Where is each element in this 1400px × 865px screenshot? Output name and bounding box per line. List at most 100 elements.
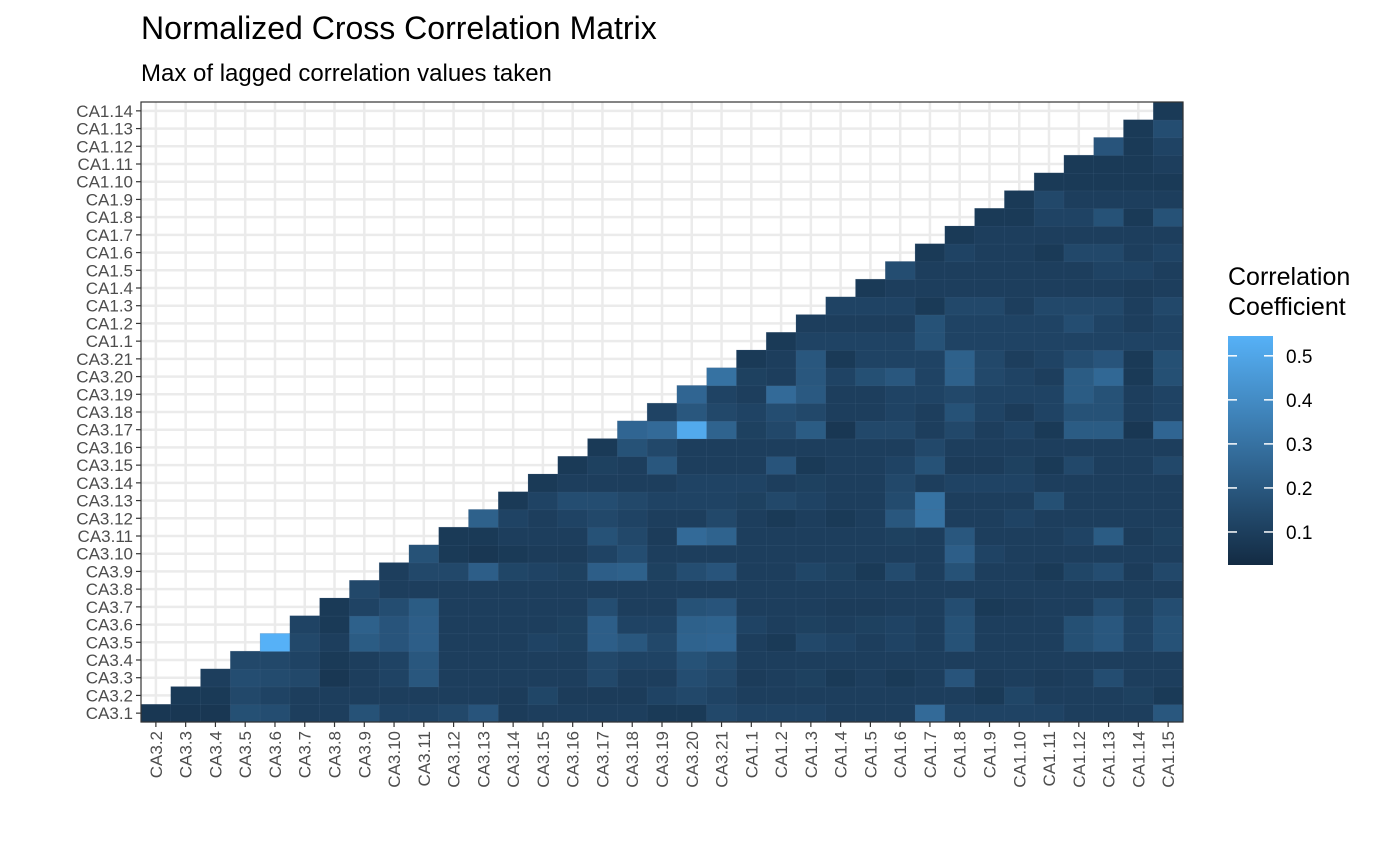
heatmap-cell: [1123, 172, 1154, 192]
heatmap-cell: [1152, 456, 1184, 475]
heatmap-cell: [706, 580, 738, 599]
heatmap-cell: [825, 580, 857, 599]
heatmap-cell: [825, 633, 857, 652]
heatmap-cell: [1033, 402, 1065, 422]
heatmap-cell: [676, 633, 708, 652]
heatmap-cell: [1152, 190, 1184, 209]
heatmap-cell: [795, 456, 827, 475]
heatmap-cell: [1063, 491, 1095, 511]
heatmap-cell: [795, 615, 827, 635]
heatmap-cell: [646, 420, 678, 440]
heatmap-cell: [498, 668, 529, 688]
y-tick-label: CA1.5: [86, 261, 133, 280]
heatmap-cell: [527, 544, 559, 564]
heatmap-cell: [1004, 509, 1035, 528]
heatmap-cell: [617, 597, 648, 617]
heatmap-cell: [1063, 172, 1095, 192]
heatmap-cell: [1093, 332, 1125, 351]
heatmap-cell: [765, 456, 797, 475]
heatmap-cell: [527, 615, 559, 635]
heatmap-cell: [765, 402, 797, 422]
heatmap-cell: [587, 650, 618, 670]
heatmap-cell: [1123, 367, 1154, 387]
y-tick-label: CA3.10: [76, 545, 133, 564]
heatmap-cell: [825, 526, 857, 546]
heatmap-cell: [914, 314, 946, 333]
heatmap-cell: [1063, 615, 1095, 635]
heatmap-cell: [1152, 597, 1184, 617]
y-tick-label: CA3.19: [76, 385, 133, 404]
x-tick-label: CA1.1: [742, 731, 761, 778]
y-tick-label: CA1.3: [86, 297, 133, 316]
heatmap-cell: [1152, 296, 1184, 316]
legend-tick-label: 0.3: [1286, 435, 1312, 456]
heatmap-cell: [408, 597, 440, 617]
heatmap-cell: [1004, 633, 1035, 652]
heatmap-cell: [1033, 597, 1065, 617]
heatmap-cell: [1123, 668, 1154, 688]
heatmap-cell: [765, 491, 797, 511]
heatmap-cell: [259, 633, 291, 652]
heatmap-cell: [855, 650, 886, 670]
heatmap-cell: [527, 597, 559, 617]
y-tick-label: CA1.14: [76, 102, 133, 121]
heatmap-cell: [1004, 580, 1035, 599]
heatmap-cell: [1123, 615, 1154, 635]
heatmap-cell: [1004, 367, 1035, 387]
x-tick-label: CA3.13: [474, 731, 493, 788]
y-tick-label: CA3.17: [76, 421, 133, 440]
heatmap-cell: [825, 349, 857, 369]
heatmap-cell: [1063, 190, 1095, 209]
heatmap-cell: [885, 367, 916, 387]
heatmap-cell: [1093, 349, 1125, 369]
heatmap-cell: [1093, 597, 1125, 617]
heatmap-cell: [1063, 296, 1095, 316]
heatmap-cell: [855, 332, 886, 351]
heatmap-cell: [289, 650, 321, 670]
heatmap-cell: [1063, 456, 1095, 475]
legend-tick-label: 0.4: [1286, 391, 1313, 412]
heatmap-cell: [1063, 633, 1095, 652]
heatmap-cell: [438, 544, 470, 564]
heatmap-cell: [1093, 261, 1125, 280]
heatmap-cell: [617, 650, 648, 670]
heatmap-cell: [1152, 208, 1184, 227]
heatmap-cell: [587, 456, 618, 475]
heatmap-cell: [676, 420, 708, 440]
heatmap-cell: [706, 402, 738, 422]
heatmap-cell: [468, 562, 499, 581]
heatmap-cell: [795, 580, 827, 599]
heatmap-cell: [646, 633, 678, 652]
heatmap-cell: [676, 473, 708, 493]
heatmap-cell: [438, 526, 470, 546]
heatmap-cell: [1004, 190, 1035, 209]
heatmap-cell: [587, 597, 618, 617]
heatmap-cell: [706, 633, 738, 652]
heatmap-cell: [1063, 208, 1095, 227]
heatmap-cell: [944, 597, 976, 617]
heatmap-cell: [795, 526, 827, 546]
heatmap-cell: [706, 456, 738, 475]
heatmap-cell: [765, 668, 797, 688]
heatmap-cell: [1152, 367, 1184, 387]
heatmap-cell: [319, 633, 351, 652]
heatmap-cell: [1004, 261, 1035, 280]
heatmap-cell: [825, 473, 857, 493]
heatmap-cell: [736, 650, 767, 670]
heatmap-cell: [1004, 704, 1035, 723]
x-tick-label: CA3.8: [326, 731, 345, 778]
heatmap-cell: [676, 385, 708, 404]
heatmap-cell: [706, 420, 738, 440]
x-tick-label: CA3.16: [564, 731, 583, 788]
heatmap-cell: [646, 544, 678, 564]
heatmap-cell: [1093, 225, 1125, 245]
heatmap-cell: [1093, 509, 1125, 528]
heatmap-cell: [438, 668, 470, 688]
heatmap-cell: [736, 633, 767, 652]
heatmap-cell: [646, 650, 678, 670]
heatmap-cell: [408, 704, 440, 723]
heatmap-cell: [885, 402, 916, 422]
heatmap-cell: [944, 420, 976, 440]
heatmap-cell: [1093, 190, 1125, 209]
heatmap-cell: [527, 650, 559, 670]
